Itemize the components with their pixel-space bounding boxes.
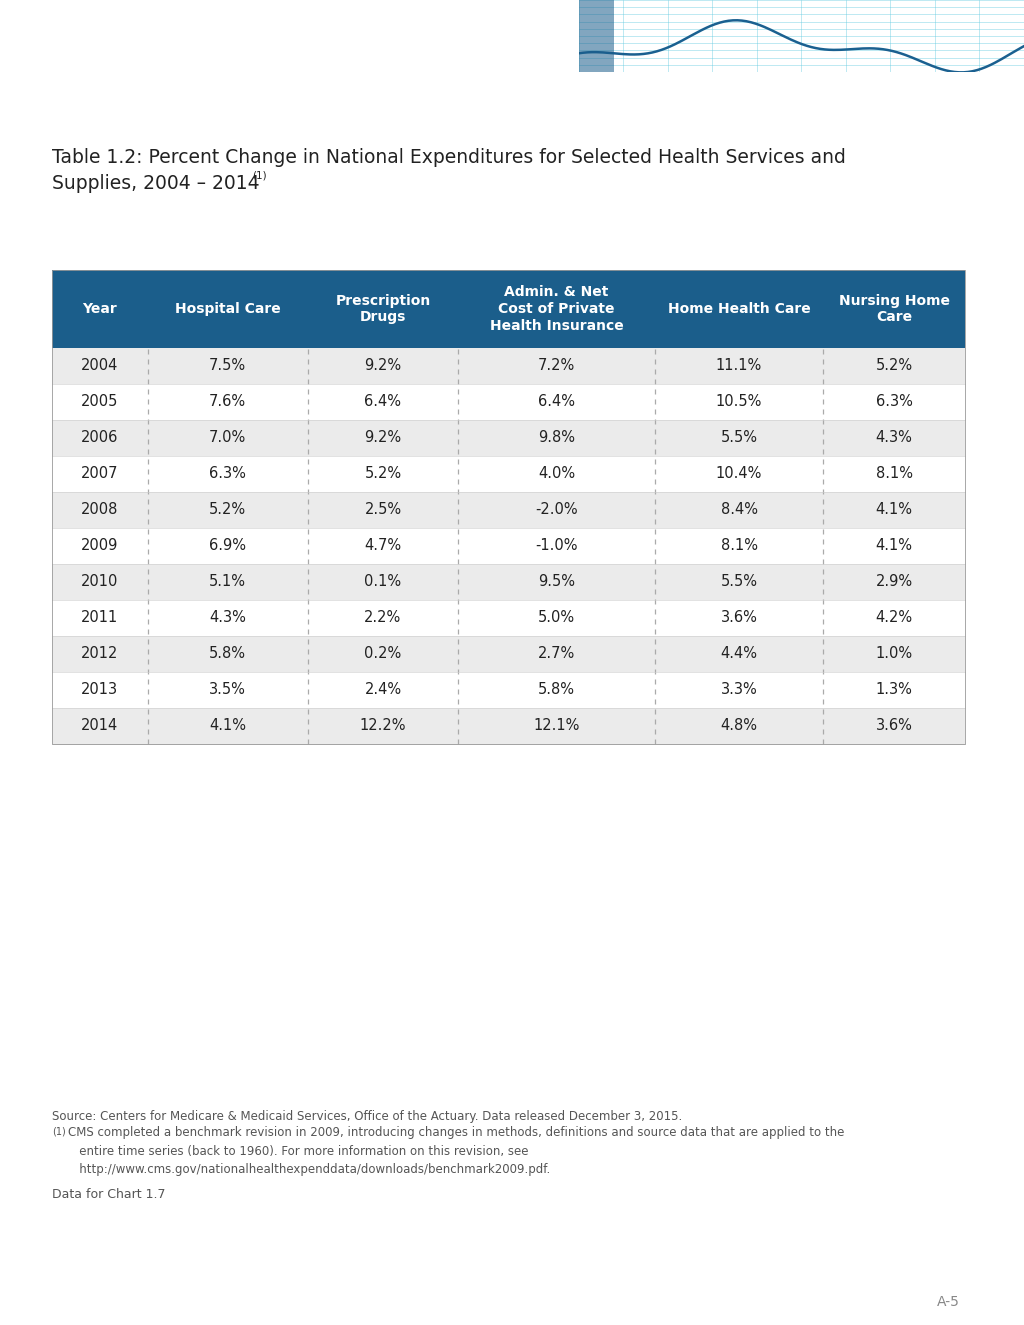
Bar — [52, 564, 965, 600]
Text: 5.5%: 5.5% — [721, 431, 758, 445]
Text: 7.0%: 7.0% — [209, 431, 247, 445]
Text: 5.2%: 5.2% — [209, 502, 247, 518]
Text: 9.8%: 9.8% — [538, 431, 574, 445]
Text: 3.6%: 3.6% — [721, 611, 758, 625]
Text: 5.5%: 5.5% — [721, 575, 758, 590]
Text: 2008: 2008 — [81, 502, 119, 518]
Text: 0.2%: 0.2% — [365, 647, 401, 661]
Text: (1): (1) — [252, 171, 266, 182]
Bar — [579, 0, 614, 72]
Text: 4.7%: 4.7% — [365, 538, 401, 554]
Text: Nursing Home
Care: Nursing Home Care — [839, 294, 949, 325]
Text: -1.0%: -1.0% — [536, 538, 578, 554]
Text: Admin. & Net
Cost of Private
Health Insurance: Admin. & Net Cost of Private Health Insu… — [489, 285, 624, 333]
Text: 2012: 2012 — [81, 647, 119, 661]
Text: 4.1%: 4.1% — [209, 718, 246, 734]
Text: 0.1%: 0.1% — [365, 575, 401, 590]
Text: 9.2%: 9.2% — [365, 359, 401, 374]
Text: 2.2%: 2.2% — [365, 611, 401, 625]
Text: 2004: 2004 — [81, 359, 119, 374]
Text: 4.3%: 4.3% — [209, 611, 246, 625]
Text: 4.8%: 4.8% — [721, 718, 758, 734]
Text: 2.4%: 2.4% — [365, 682, 401, 697]
Text: 2013: 2013 — [81, 682, 119, 697]
Text: 5.8%: 5.8% — [209, 647, 246, 661]
Text: 5.2%: 5.2% — [365, 466, 401, 481]
Text: 8.1%: 8.1% — [876, 466, 912, 481]
Text: 2.7%: 2.7% — [538, 647, 575, 661]
Text: Data for Chart 1.7: Data for Chart 1.7 — [52, 1189, 166, 1200]
Text: 2007: 2007 — [81, 466, 119, 481]
Text: 4.0%: 4.0% — [538, 466, 575, 481]
Text: 12.1%: 12.1% — [534, 718, 580, 734]
Text: 2014: 2014 — [81, 718, 119, 734]
Text: 2.9%: 2.9% — [876, 575, 912, 590]
Text: Supplies, 2004 – 2014: Supplies, 2004 – 2014 — [52, 174, 260, 193]
Bar — [52, 708, 965, 745]
Text: 6.4%: 6.4% — [538, 395, 574, 409]
Text: 4.2%: 4.2% — [876, 611, 912, 625]
Text: 2005: 2005 — [81, 395, 119, 409]
Text: 4.1%: 4.1% — [876, 538, 912, 554]
Text: Home Health Care: Home Health Care — [668, 302, 810, 315]
Text: 4.3%: 4.3% — [876, 431, 912, 445]
Text: 5.2%: 5.2% — [876, 359, 912, 374]
Text: 9.2%: 9.2% — [365, 431, 401, 445]
Text: 9.5%: 9.5% — [538, 575, 574, 590]
Text: 8.4%: 8.4% — [721, 502, 758, 518]
Bar — [52, 456, 965, 492]
Bar — [52, 270, 965, 348]
Bar — [52, 348, 965, 384]
Text: 6.9%: 6.9% — [209, 538, 246, 554]
Text: Supplementary Data Tables, Trends in Overall Health Care Market: Supplementary Data Tables, Trends in Ove… — [22, 44, 411, 56]
Text: 2010: 2010 — [81, 575, 119, 590]
Text: -2.0%: -2.0% — [536, 502, 578, 518]
Text: 5.1%: 5.1% — [209, 575, 246, 590]
Text: 10.4%: 10.4% — [716, 466, 762, 481]
Text: Hospital Care: Hospital Care — [175, 302, 281, 315]
Text: 3.3%: 3.3% — [721, 682, 758, 697]
Text: 6.3%: 6.3% — [876, 395, 912, 409]
Text: 2009: 2009 — [81, 538, 119, 554]
Text: 12.2%: 12.2% — [359, 718, 407, 734]
Text: 4.4%: 4.4% — [721, 647, 758, 661]
Bar — [52, 384, 965, 420]
Text: 7.6%: 7.6% — [209, 395, 247, 409]
Text: 4.1%: 4.1% — [876, 502, 912, 518]
Text: TRENDWATCH CHARTBOOK 2016: TRENDWATCH CHARTBOOK 2016 — [22, 20, 250, 33]
Text: CMS completed a benchmark revision in 2009, introducing changes in methods, defi: CMS completed a benchmark revision in 20… — [68, 1126, 845, 1177]
Bar — [52, 492, 965, 527]
Text: 6.3%: 6.3% — [209, 466, 246, 481]
Bar — [52, 636, 965, 672]
Bar — [52, 527, 965, 564]
Bar — [52, 672, 965, 708]
Text: (1): (1) — [52, 1126, 66, 1136]
Text: 11.1%: 11.1% — [716, 359, 762, 374]
Text: 2011: 2011 — [81, 611, 119, 625]
Text: Prescription
Drugs: Prescription Drugs — [335, 294, 430, 325]
Text: A-5: A-5 — [937, 1295, 961, 1309]
Text: 6.4%: 6.4% — [365, 395, 401, 409]
Text: 7.2%: 7.2% — [538, 359, 575, 374]
Text: 10.5%: 10.5% — [716, 395, 762, 409]
Text: 1.0%: 1.0% — [876, 647, 912, 661]
Bar — [52, 270, 965, 745]
Text: 1.3%: 1.3% — [876, 682, 912, 697]
Text: Table 1.2: Percent Change in National Expenditures for Selected Health Services : Table 1.2: Percent Change in National Ex… — [52, 148, 846, 167]
Text: Year: Year — [83, 302, 118, 315]
Text: 5.0%: 5.0% — [538, 611, 575, 625]
Bar — [52, 420, 965, 456]
Text: 3.6%: 3.6% — [876, 718, 912, 734]
Text: 3.5%: 3.5% — [209, 682, 246, 697]
Bar — [52, 600, 965, 636]
Text: 2006: 2006 — [81, 431, 119, 445]
Text: 5.8%: 5.8% — [538, 682, 574, 697]
Text: 7.5%: 7.5% — [209, 359, 247, 374]
Text: 2.5%: 2.5% — [365, 502, 401, 518]
Text: 8.1%: 8.1% — [721, 538, 758, 554]
Text: Source: Centers for Medicare & Medicaid Services, Office of the Actuary. Data re: Source: Centers for Medicare & Medicaid … — [52, 1110, 682, 1124]
